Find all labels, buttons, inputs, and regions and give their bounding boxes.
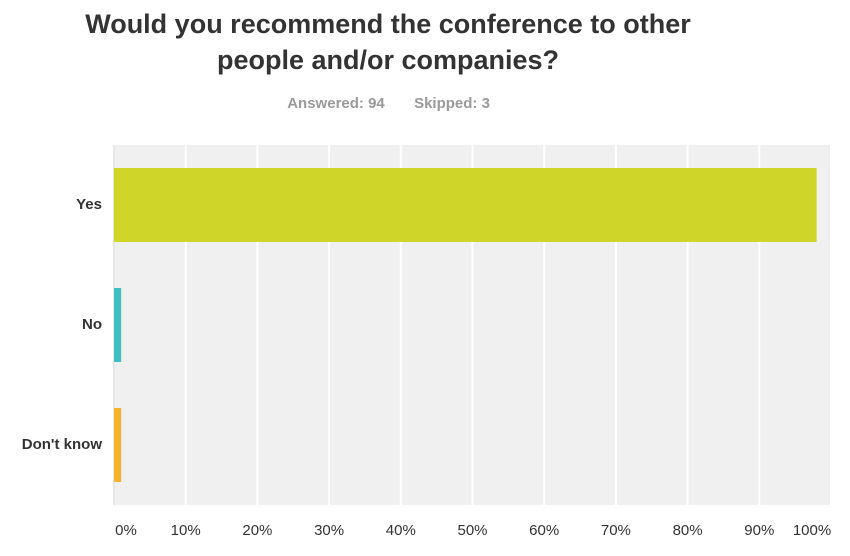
y-tick-label: Yes xyxy=(76,196,102,213)
y-tick-label: No xyxy=(82,316,102,333)
x-tick-label: 80% xyxy=(673,522,703,539)
x-tick-label: 90% xyxy=(744,522,774,539)
x-tick-label: 100% xyxy=(793,522,831,539)
x-tick-label: 40% xyxy=(386,522,416,539)
x-tick-label: 30% xyxy=(314,522,344,539)
x-tick-label: 10% xyxy=(171,522,201,539)
x-tick-label: 70% xyxy=(601,522,631,539)
answered: Answered: 94 xyxy=(287,95,385,112)
bar xyxy=(114,408,122,482)
x-tick-label: 50% xyxy=(457,522,487,539)
bar xyxy=(114,168,817,242)
x-tick-label: 60% xyxy=(529,522,559,539)
y-tick-label: Don't know xyxy=(22,436,103,453)
x-tick-label: 0% xyxy=(115,522,137,539)
bar xyxy=(114,288,122,362)
x-tick-label: 20% xyxy=(242,522,272,539)
skipped: Skipped: 3 xyxy=(414,95,490,112)
chart-title: Would you recommend the conference to ot… xyxy=(85,9,691,75)
